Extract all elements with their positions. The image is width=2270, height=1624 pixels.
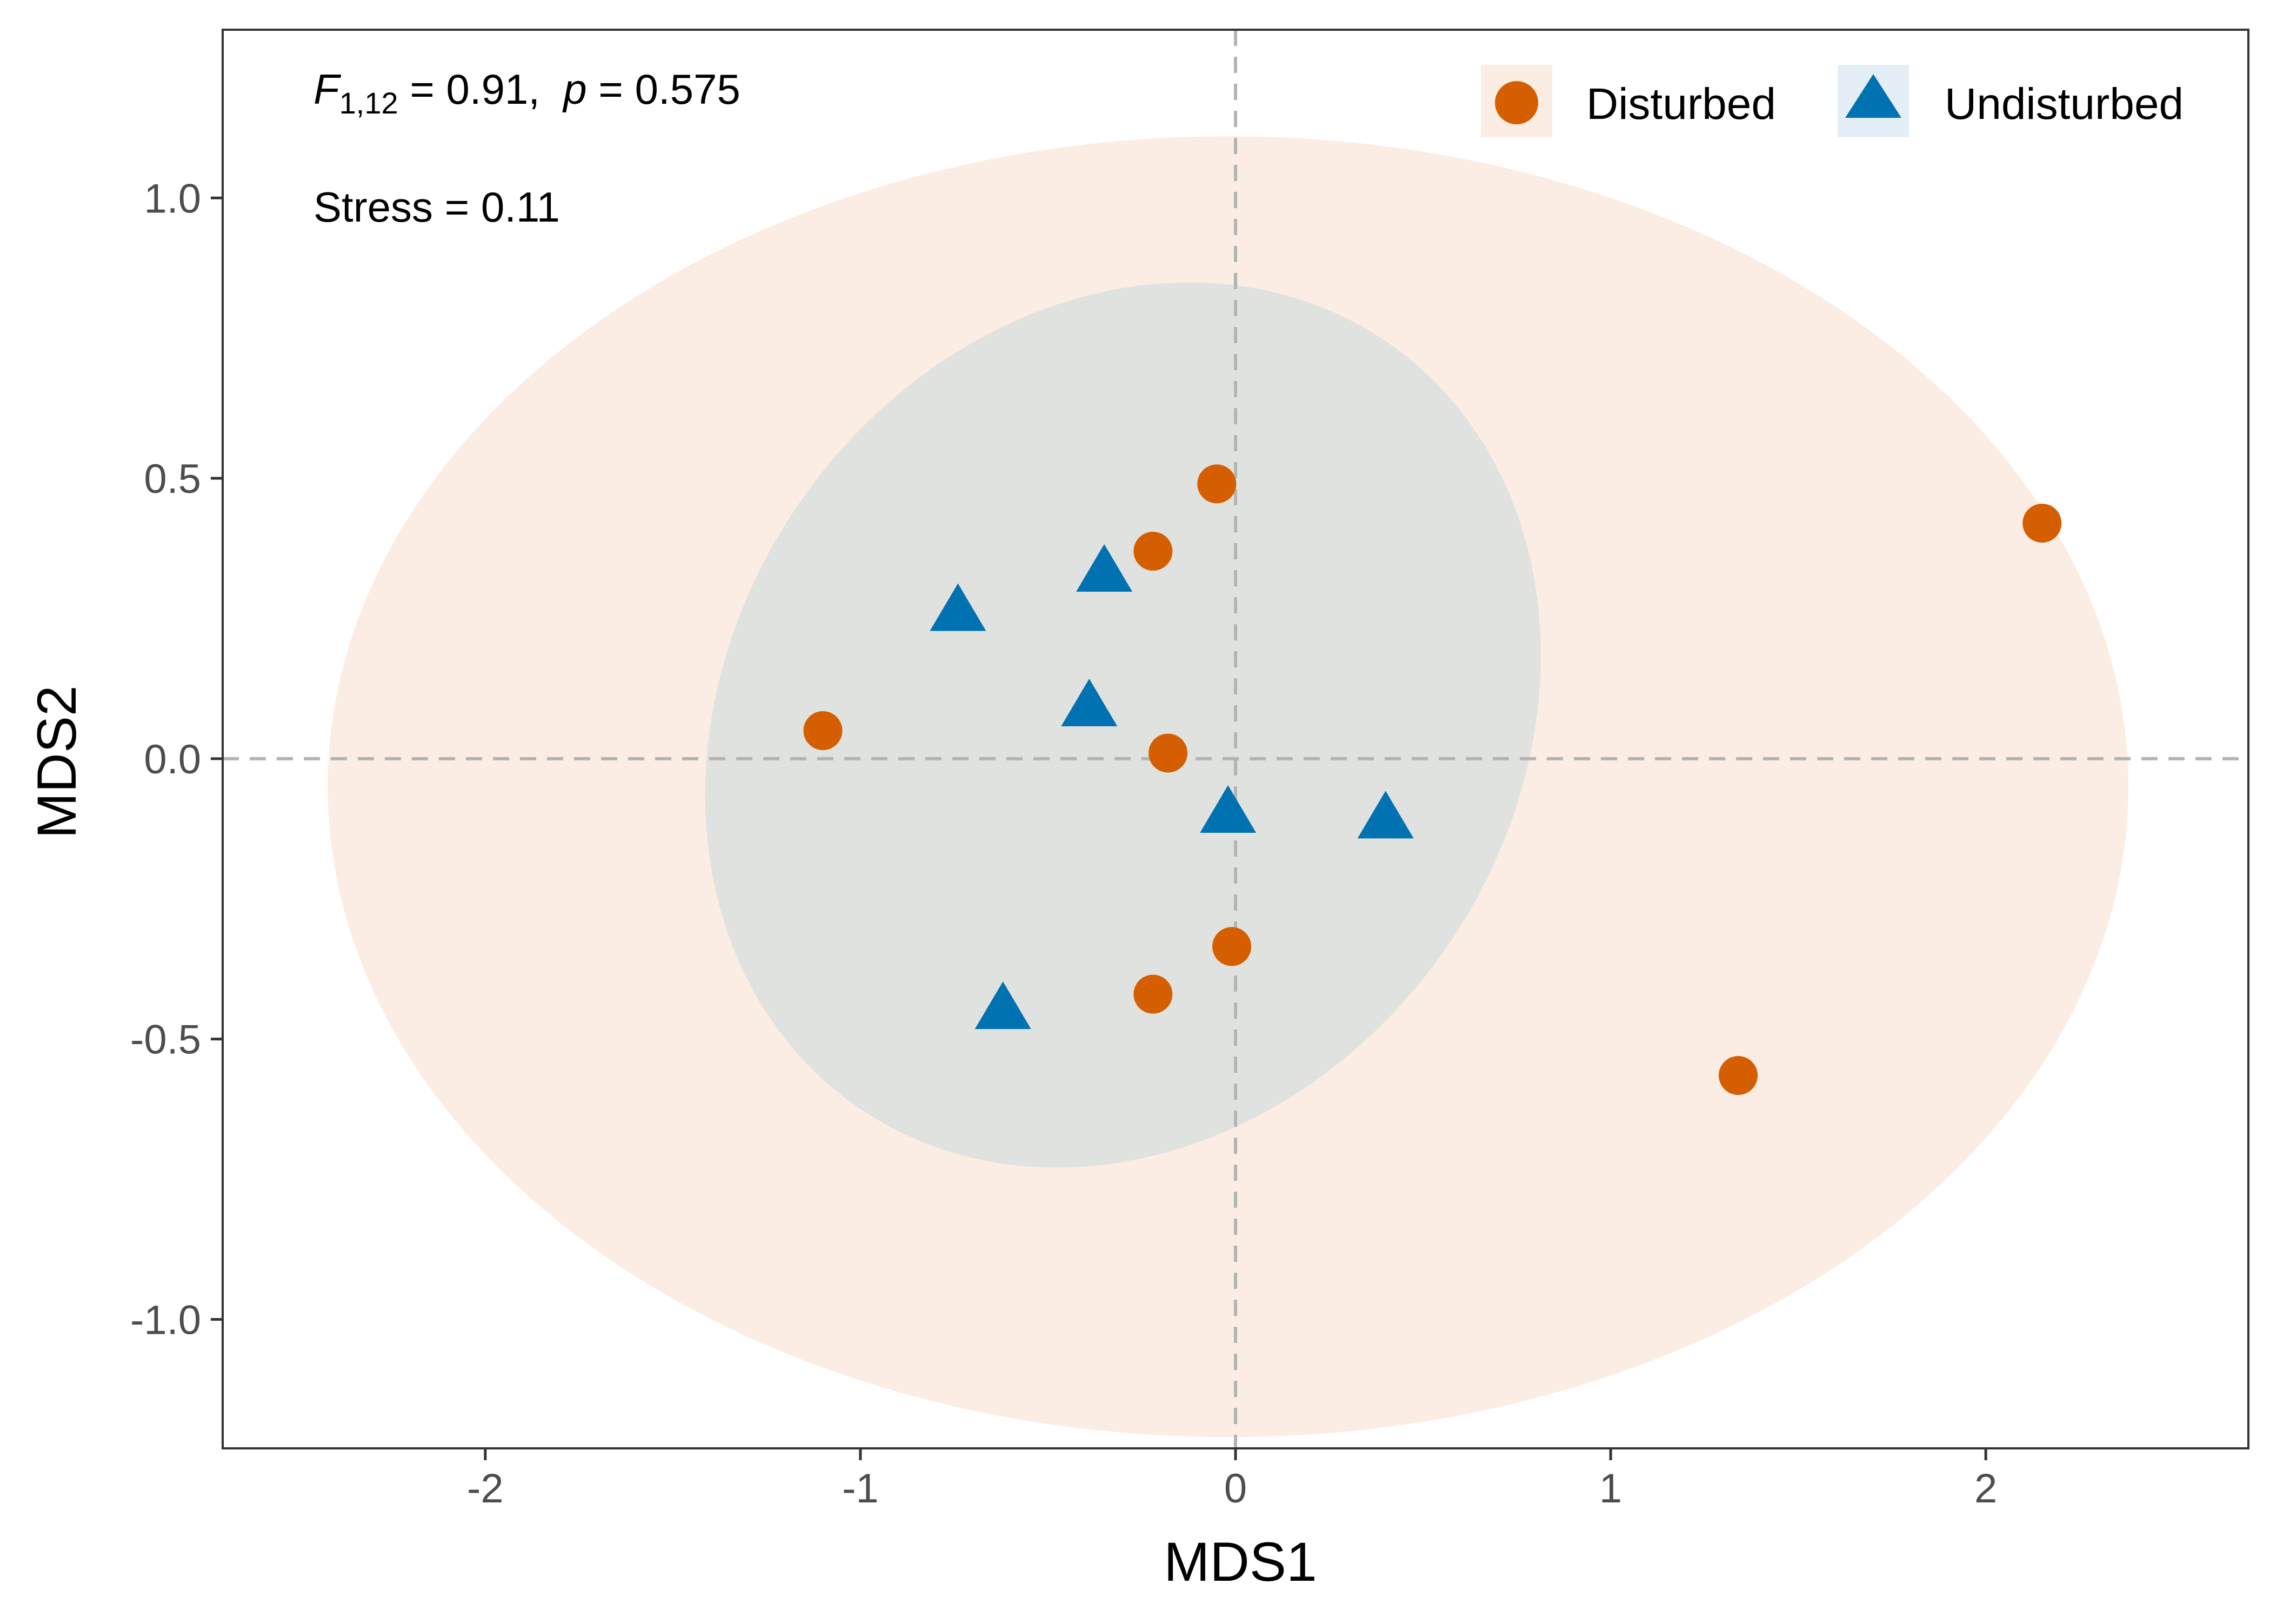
point-undisturbed-3 [1061, 678, 1118, 726]
x-tick-label: 1 [1599, 1466, 1622, 1512]
y-tick-label: -0.5 [130, 1017, 201, 1063]
stress-annotation: Stress = 0.11 [313, 183, 560, 231]
point-disturbed-3 [2022, 504, 2062, 543]
point-disturbed-7 [1133, 974, 1173, 1014]
point-disturbed-5 [1149, 733, 1188, 773]
legend-undisturbed-triangle-icon [1845, 74, 1901, 118]
data-points [803, 464, 2062, 1095]
y-tick-label: 0.5 [144, 456, 201, 502]
point-disturbed-2 [1133, 531, 1173, 571]
f-value: = 0.91, [398, 65, 564, 113]
point-undisturbed-2 [930, 583, 986, 631]
point-disturbed-4 [803, 711, 843, 750]
point-disturbed-6 [1212, 927, 1252, 966]
y-tick-label: 1.0 [144, 176, 201, 222]
legend: Disturbed Undisturbed [1481, 65, 2184, 137]
point-disturbed-8 [1719, 1056, 1758, 1095]
y-tick-label: 0.0 [144, 737, 201, 783]
x-tick-label: -1 [842, 1466, 879, 1512]
point-undisturbed-4 [1200, 785, 1257, 833]
ellipse-undisturbed [705, 282, 1541, 1168]
x-tick-label: 2 [1974, 1466, 1997, 1512]
x-axis-title: MDS1 [1164, 1531, 1317, 1593]
point-undisturbed-5 [1357, 791, 1414, 839]
f-subscript: 1,12 [339, 86, 398, 120]
legend-label-undisturbed: Undisturbed [1945, 79, 2184, 129]
axes: -2 -1 0 1 2 -1.0 -0.5 0.0 0.5 1.0 [130, 176, 1997, 1512]
point-disturbed-1 [1197, 464, 1237, 504]
reference-lines [223, 30, 2248, 1448]
point-undisturbed-6 [974, 981, 1031, 1030]
legend-label-disturbed: Disturbed [1586, 79, 1776, 129]
y-axis-title: MDS2 [26, 685, 88, 838]
point-undisturbed-1 [1076, 544, 1133, 592]
p-letter: p [562, 65, 586, 113]
p-value: = 0.575 [587, 65, 740, 113]
y-tick-label: -1.0 [130, 1297, 201, 1343]
legend-disturbed-circle-icon [1495, 81, 1538, 124]
f-letter: F [313, 65, 342, 113]
f-statistic-annotation: F1,12 = 0.91, p = 0.575 [313, 65, 740, 120]
x-tick-label: 0 [1224, 1466, 1247, 1512]
x-tick-label: -2 [467, 1466, 504, 1512]
